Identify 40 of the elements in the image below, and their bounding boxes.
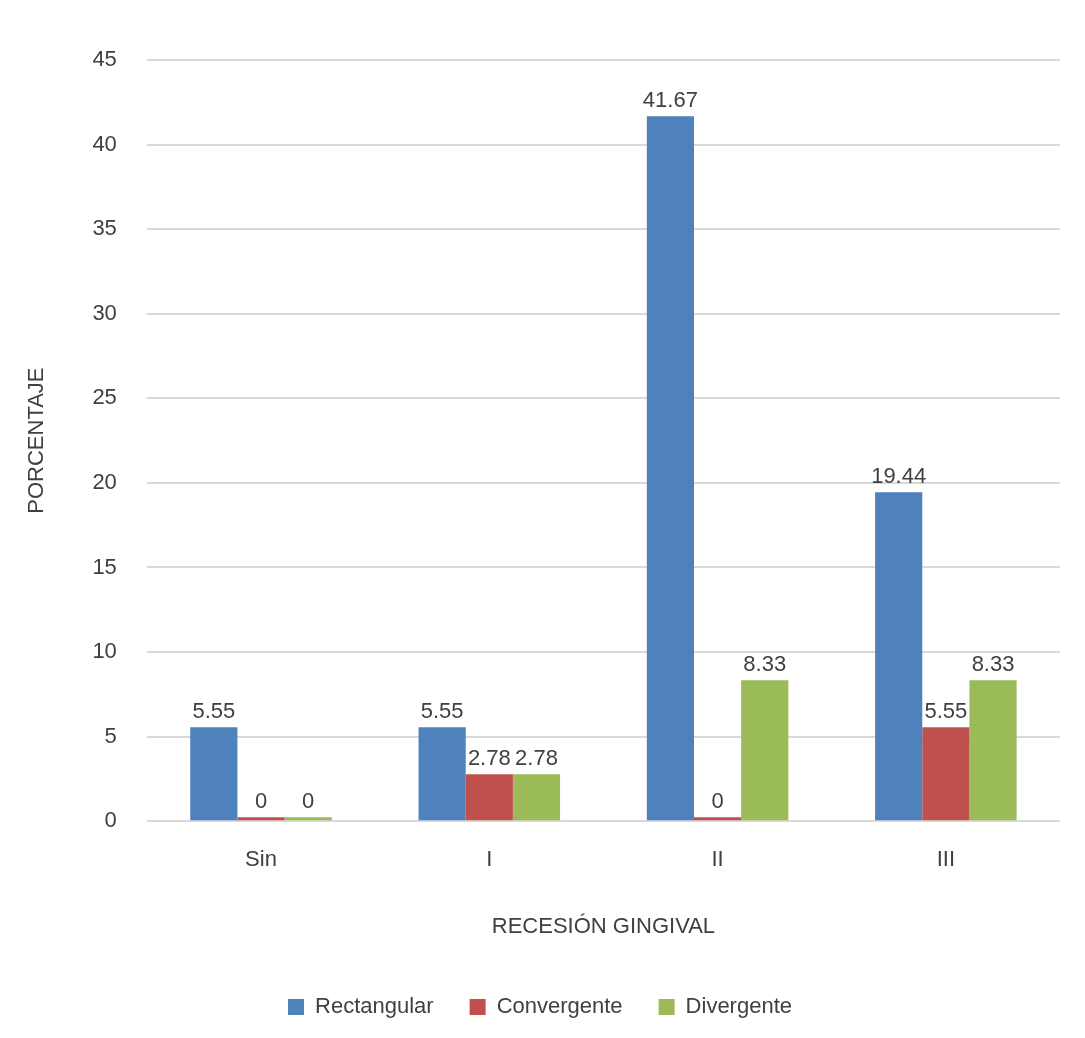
data-label: 41.67: [642, 87, 698, 113]
x-tick-label: I: [486, 846, 493, 872]
y-tick-label: 30: [92, 299, 117, 325]
bar: [875, 492, 923, 821]
y-tick-label: 25: [92, 384, 117, 410]
y-tick-label: 35: [92, 215, 117, 241]
y-tick-label: 20: [92, 468, 117, 494]
y-tick-label: 40: [92, 130, 117, 156]
x-axis-title: RECESIÓN GINGIVAL: [491, 912, 716, 938]
y-tick-label: 15: [92, 553, 117, 579]
y-tick-label: 0: [104, 807, 117, 833]
bar: [512, 774, 561, 821]
data-label: 19.44: [871, 463, 927, 489]
bar: [190, 727, 238, 821]
y-tick-label: 10: [92, 638, 117, 664]
data-label: 2.78: [467, 745, 511, 771]
bar: [646, 116, 694, 821]
legend-label: Rectangular: [315, 993, 434, 1019]
bar: [465, 774, 513, 821]
legend-label: Convergente: [496, 993, 623, 1019]
bar: [418, 727, 466, 821]
y-tick-label: 45: [92, 46, 117, 72]
bar: [969, 680, 1017, 821]
data-label: 8.33: [971, 651, 1015, 677]
y-tick-label: 5: [104, 722, 117, 748]
data-label: 5.55: [192, 698, 236, 724]
legend-label: Divergente: [685, 993, 792, 1019]
data-label: 0: [302, 788, 315, 814]
bar: [922, 727, 970, 821]
x-tick-label: II: [711, 846, 724, 872]
data-label: 2.78: [515, 745, 558, 771]
data-label: 5.55: [420, 698, 464, 724]
bar: [741, 680, 789, 821]
data-label: 0: [711, 788, 724, 814]
x-tick-label: III: [936, 846, 956, 872]
data-label: 5.55: [924, 698, 968, 724]
data-label: 8.33: [743, 651, 787, 677]
y-axis-title: PORCENTAJE: [23, 367, 49, 514]
data-label: 0: [254, 788, 268, 814]
x-tick-label: Sin: [245, 846, 277, 872]
